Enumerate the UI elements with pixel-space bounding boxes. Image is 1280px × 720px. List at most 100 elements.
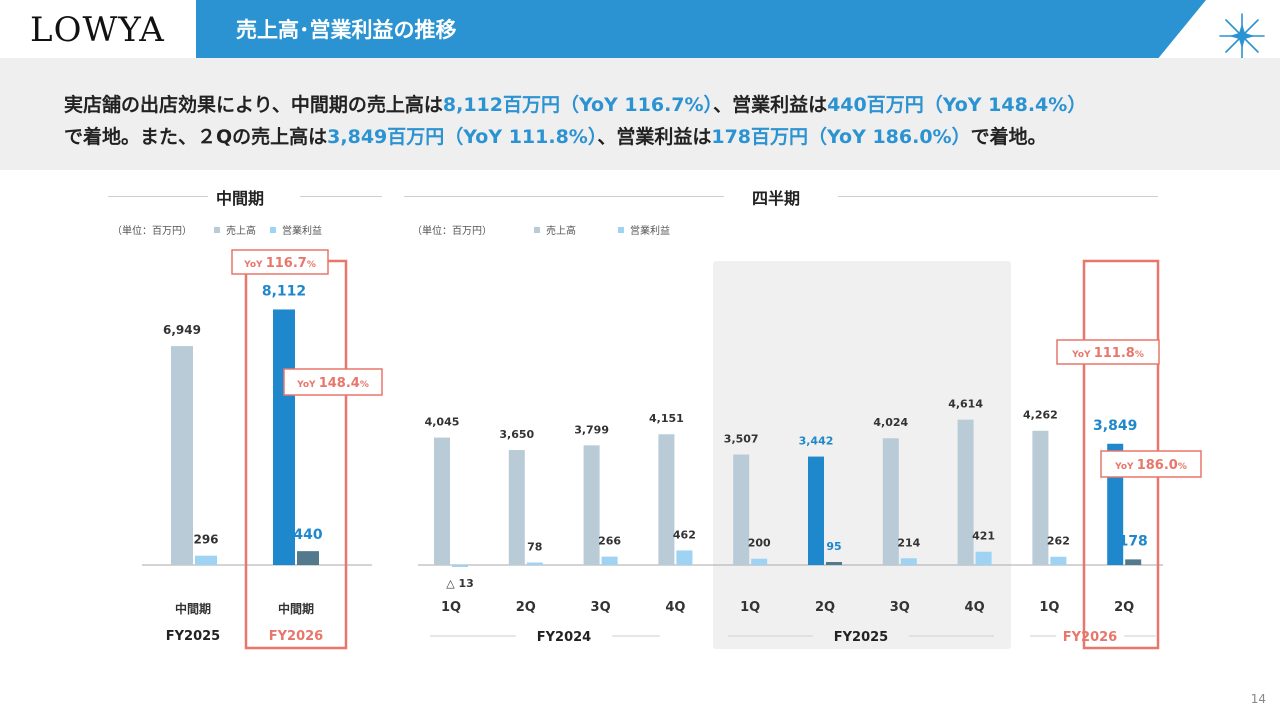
- quarterly-group-label: FY2026: [1063, 630, 1117, 645]
- title-bar: [196, 0, 1206, 58]
- legend-swatch-sales: [214, 227, 220, 233]
- legend-swatch-sales: [534, 227, 540, 233]
- quarterly-data-label: 4,614: [948, 398, 983, 411]
- quarterly-bar-op: [1125, 559, 1142, 565]
- interim-highlight-frame: [244, 259, 348, 650]
- quarterly-category-label: 3Q: [591, 600, 611, 615]
- quarterly-data-label: 3,799: [574, 423, 609, 436]
- quarterly-category-label: 3Q: [890, 600, 910, 615]
- quarterly-data-label: △ 13: [446, 577, 474, 590]
- quarterly-bar-sales: [957, 419, 974, 565]
- interim-legend-op: 営業利益: [270, 222, 322, 237]
- quarterly-bar-sales: [808, 456, 824, 565]
- quarterly-bar-sales: [583, 445, 600, 565]
- quarterly-data-label: 3,442: [799, 435, 834, 448]
- summary-box: [0, 58, 1280, 170]
- quarterly-bar-sales: [658, 434, 675, 565]
- quarterly-yoy-sales: YoY 111.8%: [1071, 346, 1144, 361]
- quarterly-data-label: 178: [1119, 533, 1148, 549]
- interim-data-label: 8,112: [262, 283, 306, 299]
- summary-text-segment: 実店舗の出店効果により、中間期の売上高は: [64, 94, 443, 116]
- legend-label-op: 営業利益: [282, 226, 322, 237]
- quarterly-data-label: 462: [673, 528, 696, 541]
- interim-yoy-op-box: [283, 368, 383, 396]
- interim-data-label: 296: [193, 533, 218, 547]
- interim-yoy-op: YoY 148.4%: [296, 376, 369, 391]
- quarterly-bar-sales: [434, 437, 450, 565]
- quarterly-data-label: 3,849: [1093, 418, 1137, 434]
- interim-title-rule-right: [300, 196, 382, 197]
- quarterly-bar-op: [1050, 556, 1067, 565]
- summary-line-2: で着地。また、２Qの売上高は3,849百万円（YoY 111.8%）、営業利益は…: [64, 122, 1047, 149]
- quarterly-bar-sales: [882, 438, 899, 565]
- legend-swatch-op: [270, 227, 276, 233]
- quarterly-data-label: 3,507: [724, 433, 759, 446]
- legend-label-sales: 売上高: [226, 226, 256, 237]
- quarterly-data-label: 4,151: [649, 412, 684, 425]
- quarterly-category-label: 4Q: [965, 600, 985, 615]
- quarterly-bar-op: [452, 565, 468, 567]
- interim-group-label: FY2026: [269, 629, 323, 644]
- fy2025-shade: [713, 261, 1011, 649]
- summary-text-segment: 、営業利益は: [597, 126, 712, 148]
- summary-highlight-segment: 3,849百万円（YoY 111.8%）: [327, 126, 598, 148]
- summary-highlight-segment: 440百万円（YoY 148.4%）: [827, 94, 1087, 116]
- quarterly-data-label: 4,045: [425, 416, 460, 429]
- quarterly-data-label: 421: [972, 530, 995, 543]
- quarterly-category-label: 2Q: [815, 600, 835, 615]
- quarterly-category-label: 4Q: [665, 600, 685, 615]
- interim-group-label: FY2025: [166, 629, 220, 644]
- quarterly-data-label: 262: [1047, 535, 1070, 548]
- quarterly-group-label: FY2025: [834, 630, 888, 645]
- quarterly-category-label: 1Q: [1039, 600, 1059, 615]
- quarterly-bar-sales: [1032, 430, 1049, 565]
- interim-legend-sales: 売上高: [214, 222, 256, 237]
- quarterly-panel-title: 四半期: [752, 189, 801, 208]
- page-title: 売上高･営業利益の推移: [236, 18, 457, 42]
- summary-highlight-segment: 8,112百万円（YoY 116.7%）: [442, 94, 714, 116]
- summary-highlight-segment: 178百万円（YoY 186.0%）: [711, 126, 971, 148]
- quarterly-bar-op: [676, 550, 693, 565]
- quarterly-bar-op: [601, 556, 618, 565]
- quarterly-legend-sales: 売上高: [534, 222, 576, 237]
- quarterly-data-label: 266: [598, 535, 621, 548]
- quarterly-bar-op: [900, 558, 917, 565]
- quarterly-data-label: 4,262: [1023, 409, 1058, 422]
- summary-text-segment: 、営業利益は: [713, 94, 828, 116]
- quarterly-category-label: 1Q: [740, 600, 760, 615]
- interim-bar-sales: [273, 309, 295, 565]
- quarterly-data-label: 214: [897, 536, 920, 549]
- quarterly-yoy-op: YoY 186.0%: [1114, 458, 1187, 473]
- quarterly-bar-op: [975, 551, 992, 565]
- quarterly-group-label: FY2024: [537, 630, 591, 645]
- quarterly-yoy-op-box: [1100, 450, 1202, 478]
- interim-yoy-sales: YoY 116.7%: [243, 256, 316, 271]
- legend-swatch-op: [618, 227, 624, 233]
- quarterly-category-label: 2Q: [1114, 600, 1134, 615]
- legend-label-sales: 売上高: [546, 226, 576, 237]
- interim-data-label: 440: [293, 527, 322, 543]
- interim-bar-op: [195, 555, 217, 565]
- quarterly-bar-op: [826, 562, 842, 565]
- snowflake-icon: [1219, 13, 1265, 59]
- summary-line-1: 実店舗の出店効果により、中間期の売上高は8,112百万円（YoY 116.7%）…: [64, 90, 1086, 117]
- quarterly-data-label: 3,650: [499, 428, 534, 441]
- quarterly-bar-sales: [733, 454, 750, 565]
- quarterly-category-label: 2Q: [516, 600, 536, 615]
- quarterly-yoy-sales-box: [1056, 339, 1160, 365]
- quarterly-title-rule-left: [404, 196, 724, 197]
- interim-bar-op: [297, 551, 319, 565]
- quarterly-data-label: 200: [748, 537, 771, 550]
- page-number: 14: [1250, 692, 1266, 706]
- summary-text-segment: で着地。: [970, 126, 1047, 148]
- interim-panel-title: 中間期: [216, 189, 265, 208]
- quarterly-bar-op: [526, 562, 543, 565]
- interim-title-rule-left: [108, 196, 208, 197]
- company-logo: LOWYA: [30, 10, 165, 50]
- quarterly-legend-op: 営業利益: [618, 222, 670, 237]
- quarterly-bar-sales: [508, 450, 525, 565]
- interim-yoy-sales-box: [231, 249, 329, 275]
- quarterly-category-label: 1Q: [441, 600, 461, 615]
- summary-text-segment: で着地。また、２Qの売上高は: [64, 126, 328, 148]
